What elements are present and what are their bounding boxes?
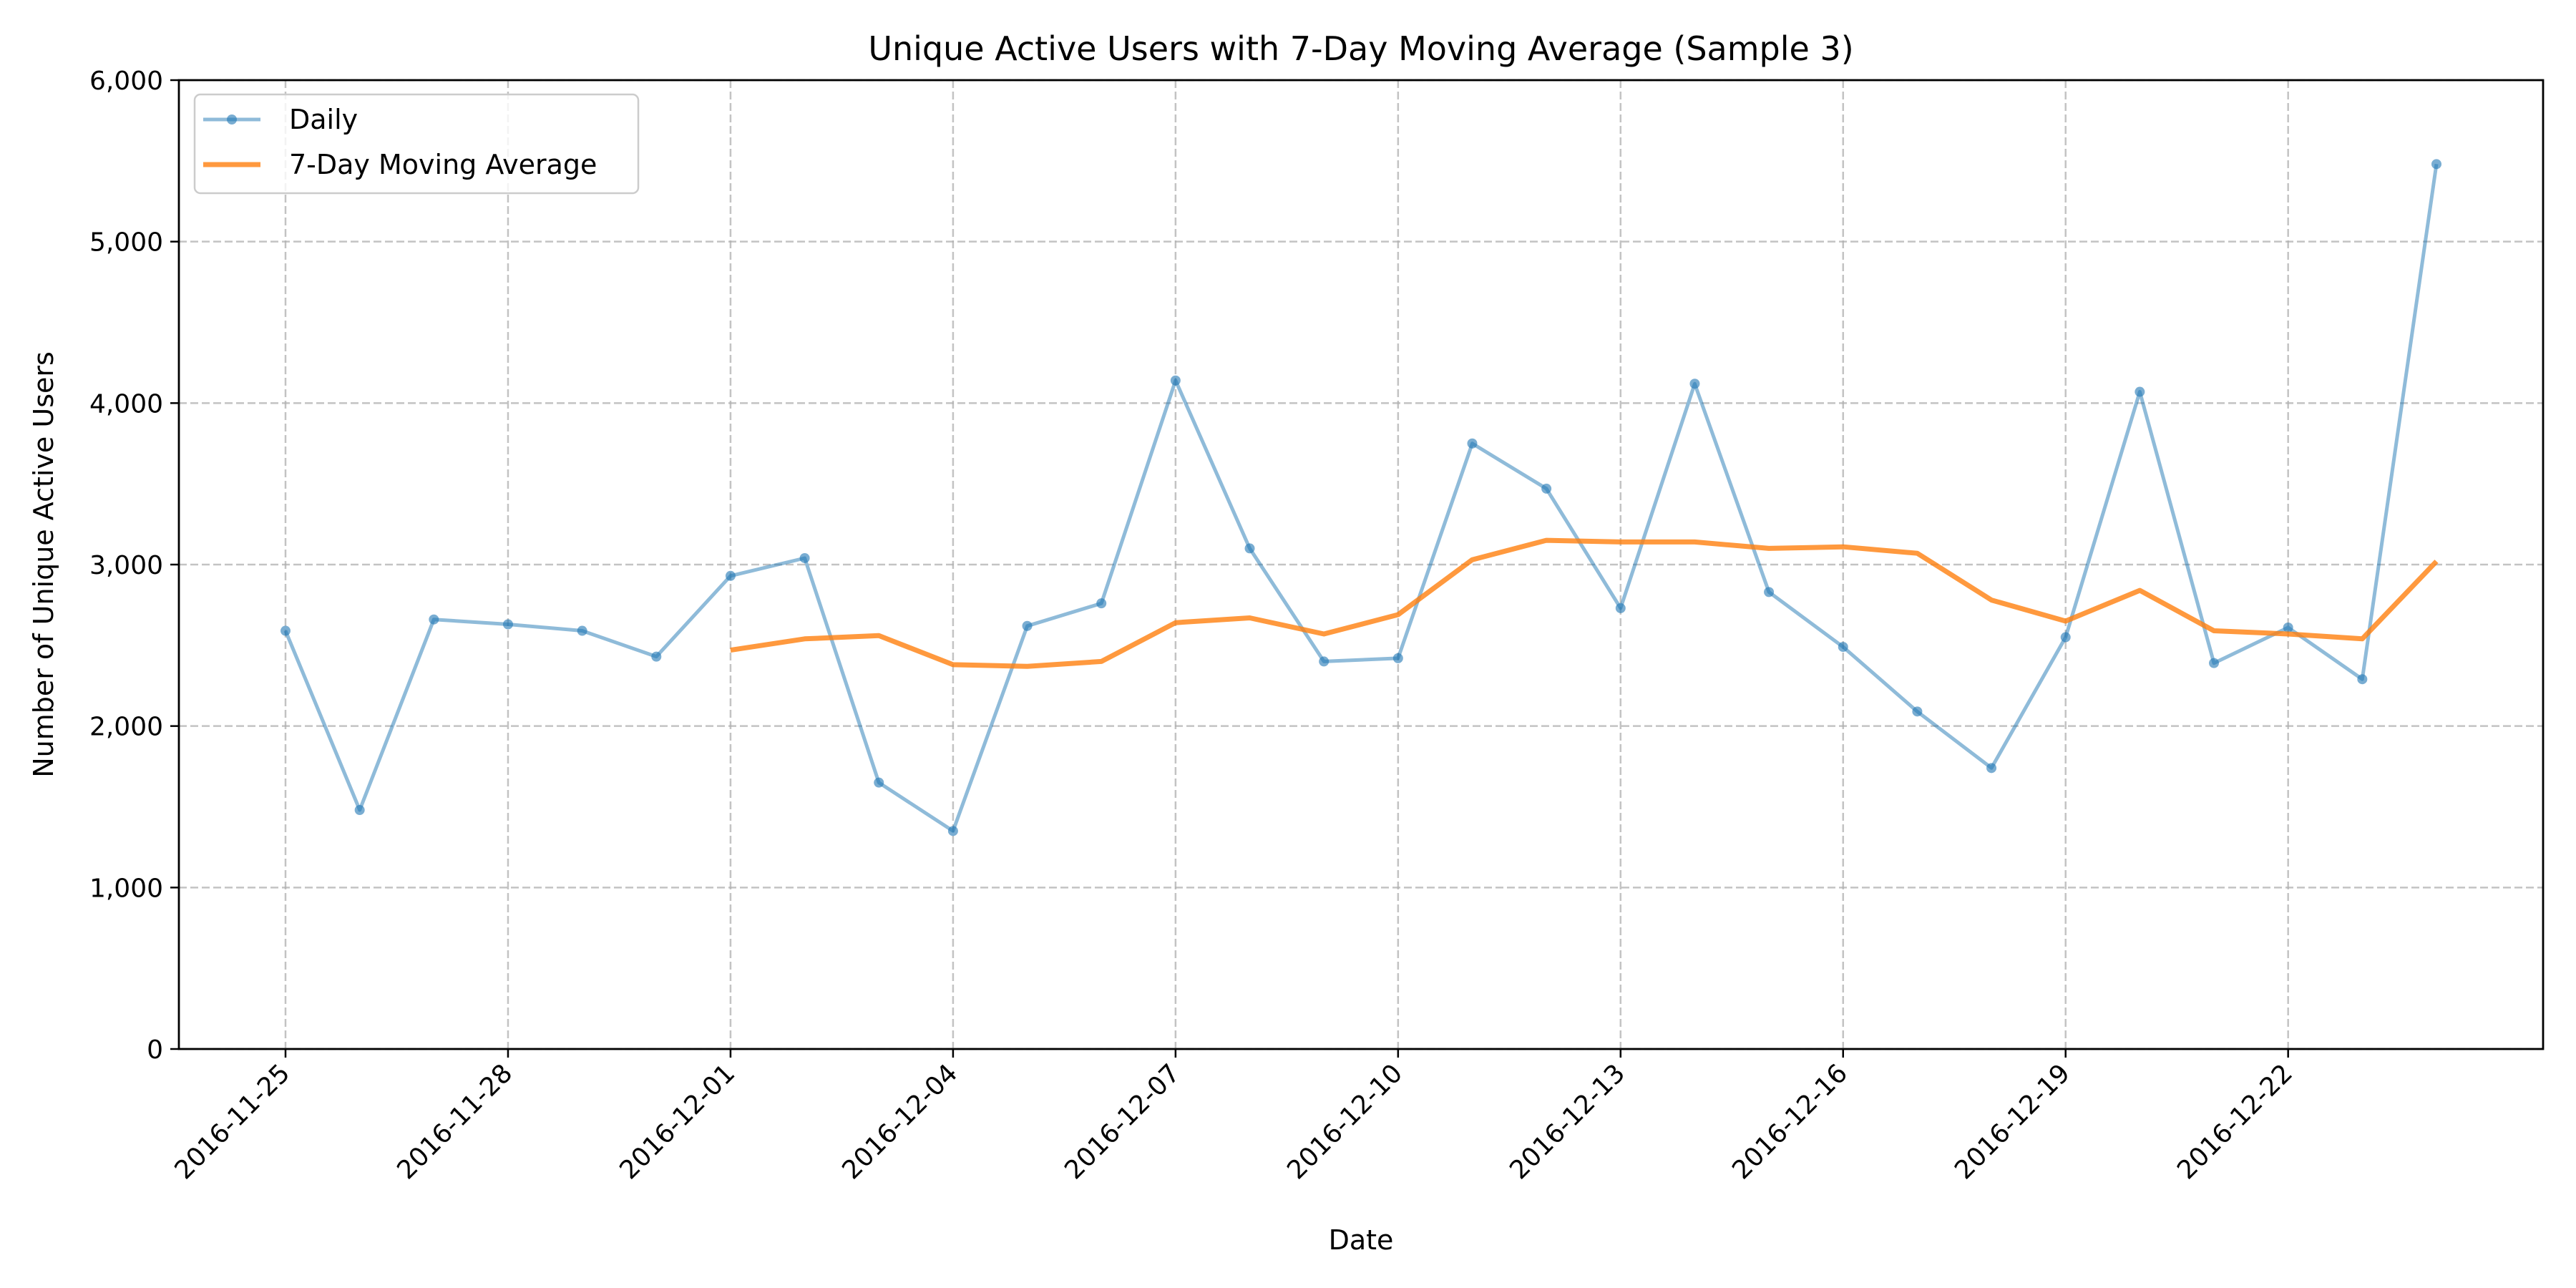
daily-point xyxy=(1689,379,1700,389)
daily-point xyxy=(429,614,439,625)
y-tick-label: 3,000 xyxy=(89,551,163,580)
daily-point xyxy=(354,805,365,816)
daily-point xyxy=(280,625,291,636)
daily-point xyxy=(799,552,810,563)
y-tick-label: 4,000 xyxy=(89,389,163,419)
x-axis-label: Date xyxy=(1329,1224,1394,1256)
daily-point xyxy=(1986,763,1997,774)
legend-daily-marker xyxy=(227,114,237,125)
series-line-daily xyxy=(283,163,2439,833)
legend: Daily 7-Day Moving Average xyxy=(193,93,640,195)
daily-point xyxy=(947,826,958,836)
legend-label-moving-average: 7-Day Moving Average xyxy=(289,149,597,180)
daily-point xyxy=(577,625,587,636)
legend-box xyxy=(193,93,640,195)
daily-point xyxy=(2431,159,2441,170)
daily-point xyxy=(1170,375,1181,386)
daily-point xyxy=(1467,438,1478,449)
chart-title: Unique Active Users with 7-Day Moving Av… xyxy=(868,29,1853,68)
daily-point xyxy=(1615,602,1626,613)
daily-point xyxy=(874,777,884,788)
daily-point xyxy=(1022,620,1033,631)
daily-point xyxy=(1764,587,1775,597)
daily-point xyxy=(725,570,736,581)
y-tick-label: 2,000 xyxy=(89,713,163,742)
y-tick-label: 5,000 xyxy=(89,228,163,258)
daily-point xyxy=(2283,623,2293,633)
daily-point xyxy=(1838,642,1848,653)
daily-point xyxy=(651,651,662,662)
y-tick-label: 1,000 xyxy=(89,874,163,903)
series-line-moving-average xyxy=(730,537,2439,669)
daily-point xyxy=(1244,543,1255,554)
daily-point xyxy=(2209,658,2220,668)
y-tick-label: 0 xyxy=(147,1035,163,1065)
daily-point xyxy=(1319,656,1330,667)
daily-point xyxy=(1541,483,1552,494)
daily-point xyxy=(502,619,513,630)
y-tick-label: 6,000 xyxy=(89,67,163,96)
daily-point xyxy=(2060,632,2071,643)
daily-point xyxy=(1096,598,1107,609)
legend-label-daily: Daily xyxy=(289,104,358,135)
daily-point xyxy=(1912,706,1923,717)
y-axis-label: Number of Unique Active Users xyxy=(28,351,59,778)
daily-point xyxy=(2357,674,2368,685)
daily-point xyxy=(2135,386,2145,397)
daily-point xyxy=(1392,653,1403,663)
series-layer xyxy=(280,159,2441,836)
